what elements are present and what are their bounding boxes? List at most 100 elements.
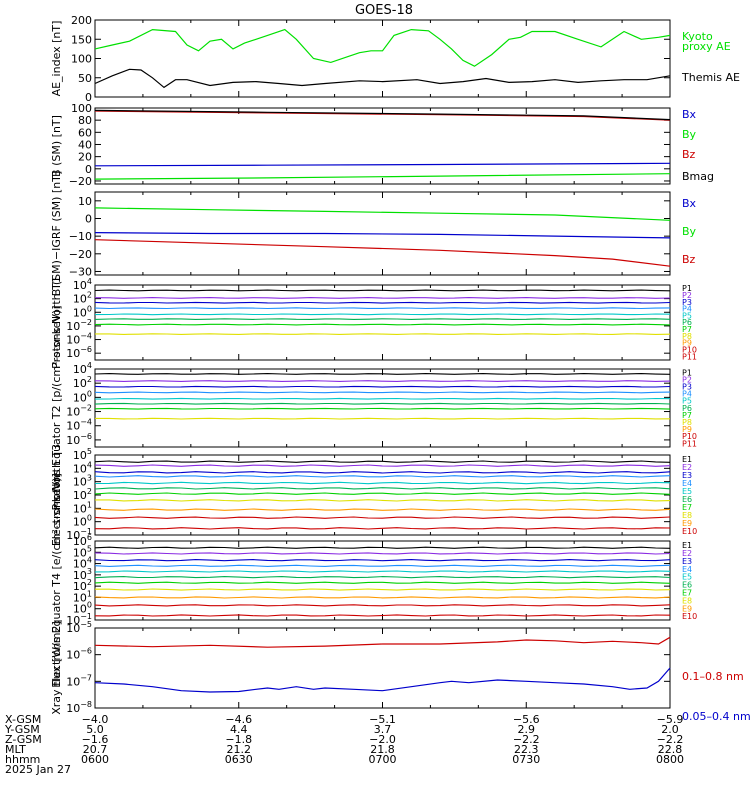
footer-value: 0800 — [656, 753, 684, 766]
series-line — [94, 402, 671, 405]
y-tick-label: 0 — [85, 91, 92, 104]
legend-label: Kyoto — [682, 30, 713, 43]
series-line — [94, 239, 671, 267]
footer-value: 20.7 — [83, 743, 108, 756]
legend-label: E8 — [682, 596, 692, 605]
y-tick-label: 40 — [78, 138, 92, 151]
y-tick-exp: 2 — [87, 487, 92, 496]
series-line — [94, 570, 671, 573]
panel-frame — [94, 284, 671, 361]
y-tick-exp: 0 — [87, 389, 92, 398]
series-line — [94, 559, 671, 562]
legend-label: By — [682, 225, 697, 238]
series-line — [94, 516, 671, 519]
legend-label: E6 — [682, 581, 692, 590]
legend-label: E4 — [682, 565, 692, 574]
legend-label: E3 — [682, 557, 692, 566]
legend-label: P8 — [682, 418, 692, 427]
series-line — [94, 109, 671, 121]
legend-label: P3 — [682, 298, 692, 307]
legend-label: E5 — [682, 573, 692, 582]
legend-label: Bx — [682, 108, 697, 121]
legend-label: P4 — [682, 305, 692, 314]
y-axis-label: Xray flux [W/m2] — [50, 621, 63, 715]
legend-label: P6 — [682, 318, 692, 327]
panel-frame — [94, 627, 671, 709]
y-tick-label: 20 — [78, 151, 92, 164]
y-tick-exp: −1 — [80, 612, 92, 621]
y-axis-label: B (SM) [nT] — [50, 115, 63, 177]
legend-label: E4 — [682, 479, 692, 488]
series-line — [94, 492, 671, 495]
y-tick-exp: 2 — [87, 578, 92, 587]
legend-label: Bz — [682, 148, 696, 161]
series-line — [94, 297, 671, 299]
y-tick-exp: 1 — [87, 589, 92, 598]
legend-label: E1 — [682, 455, 692, 464]
series-line — [94, 162, 671, 167]
legend-label: P10 — [682, 432, 697, 441]
y-axis-label: Electrons Equator T4 [e/(cm²-s-sr-keV)] — [50, 473, 63, 688]
series-line — [94, 464, 671, 467]
legend-label: P5 — [682, 397, 692, 406]
legend-label: E6 — [682, 495, 692, 504]
series-line — [95, 588, 671, 591]
footer-row-label: Z-GSM — [5, 733, 42, 746]
legend-label: P8 — [682, 332, 692, 341]
y-tick-exp: −4 — [80, 418, 92, 427]
panel-frame — [94, 107, 671, 185]
legend-label: E7 — [682, 589, 692, 598]
footer-value: 0600 — [81, 753, 109, 766]
y-tick-label: −20 — [69, 175, 92, 188]
y-tick-exp: 4 — [87, 556, 92, 565]
series-line — [94, 397, 671, 400]
series-line — [94, 508, 671, 511]
y-axis-label: B (SM)−IGRF (SM) [nT] — [50, 171, 63, 296]
series-line — [94, 487, 671, 490]
series-line — [95, 417, 671, 420]
y-tick-exp: 2 — [87, 291, 92, 300]
footer-row-label: 2025 Jan 27 — [5, 763, 71, 776]
y-tick-label: 50 — [78, 72, 92, 85]
legend-label: By — [682, 128, 697, 141]
y-tick-label: 10−6 — [66, 647, 92, 662]
footer-value: −1.8 — [225, 733, 252, 746]
legend-label: P9 — [682, 425, 692, 434]
panel-frame — [94, 19, 671, 98]
y-tick-label: 100 — [71, 53, 92, 66]
y-tick-label: 102 — [73, 375, 92, 390]
y-tick-exp: −2 — [80, 318, 92, 327]
series-line — [94, 313, 671, 316]
footer-row-label: X-GSM — [5, 713, 41, 726]
legend-label: 0.1–0.8 nm — [682, 670, 744, 683]
y-tick-label: 200 — [71, 14, 92, 27]
series-line — [94, 475, 671, 478]
series-line — [94, 391, 671, 394]
legend-label: E2 — [682, 549, 692, 558]
legend-label: E10 — [682, 527, 697, 536]
series-line — [94, 604, 671, 607]
legend-label: P7 — [682, 325, 692, 334]
footer-value: −2.0 — [369, 733, 396, 746]
footer-value: −4.0 — [82, 713, 109, 726]
y-tick-exp: −8 — [80, 700, 92, 709]
footer-value: −4.6 — [225, 713, 252, 726]
y-tick-exp: −4 — [80, 332, 92, 341]
y-tick-label: 100 — [73, 389, 92, 404]
footer-value: 2.0 — [661, 723, 679, 736]
legend-label: E5 — [682, 487, 692, 496]
footer-row-label: Y-GSM — [4, 723, 40, 736]
y-tick-label: 0 — [85, 212, 92, 225]
series-line — [94, 173, 671, 180]
y-tick-exp: −6 — [80, 345, 92, 354]
y-tick-label: −20 — [69, 248, 92, 261]
y-tick-label: −30 — [69, 265, 92, 278]
legend-label: P11 — [682, 352, 697, 361]
legend-label: E1 — [682, 541, 692, 550]
legend-label: P11 — [682, 439, 697, 448]
